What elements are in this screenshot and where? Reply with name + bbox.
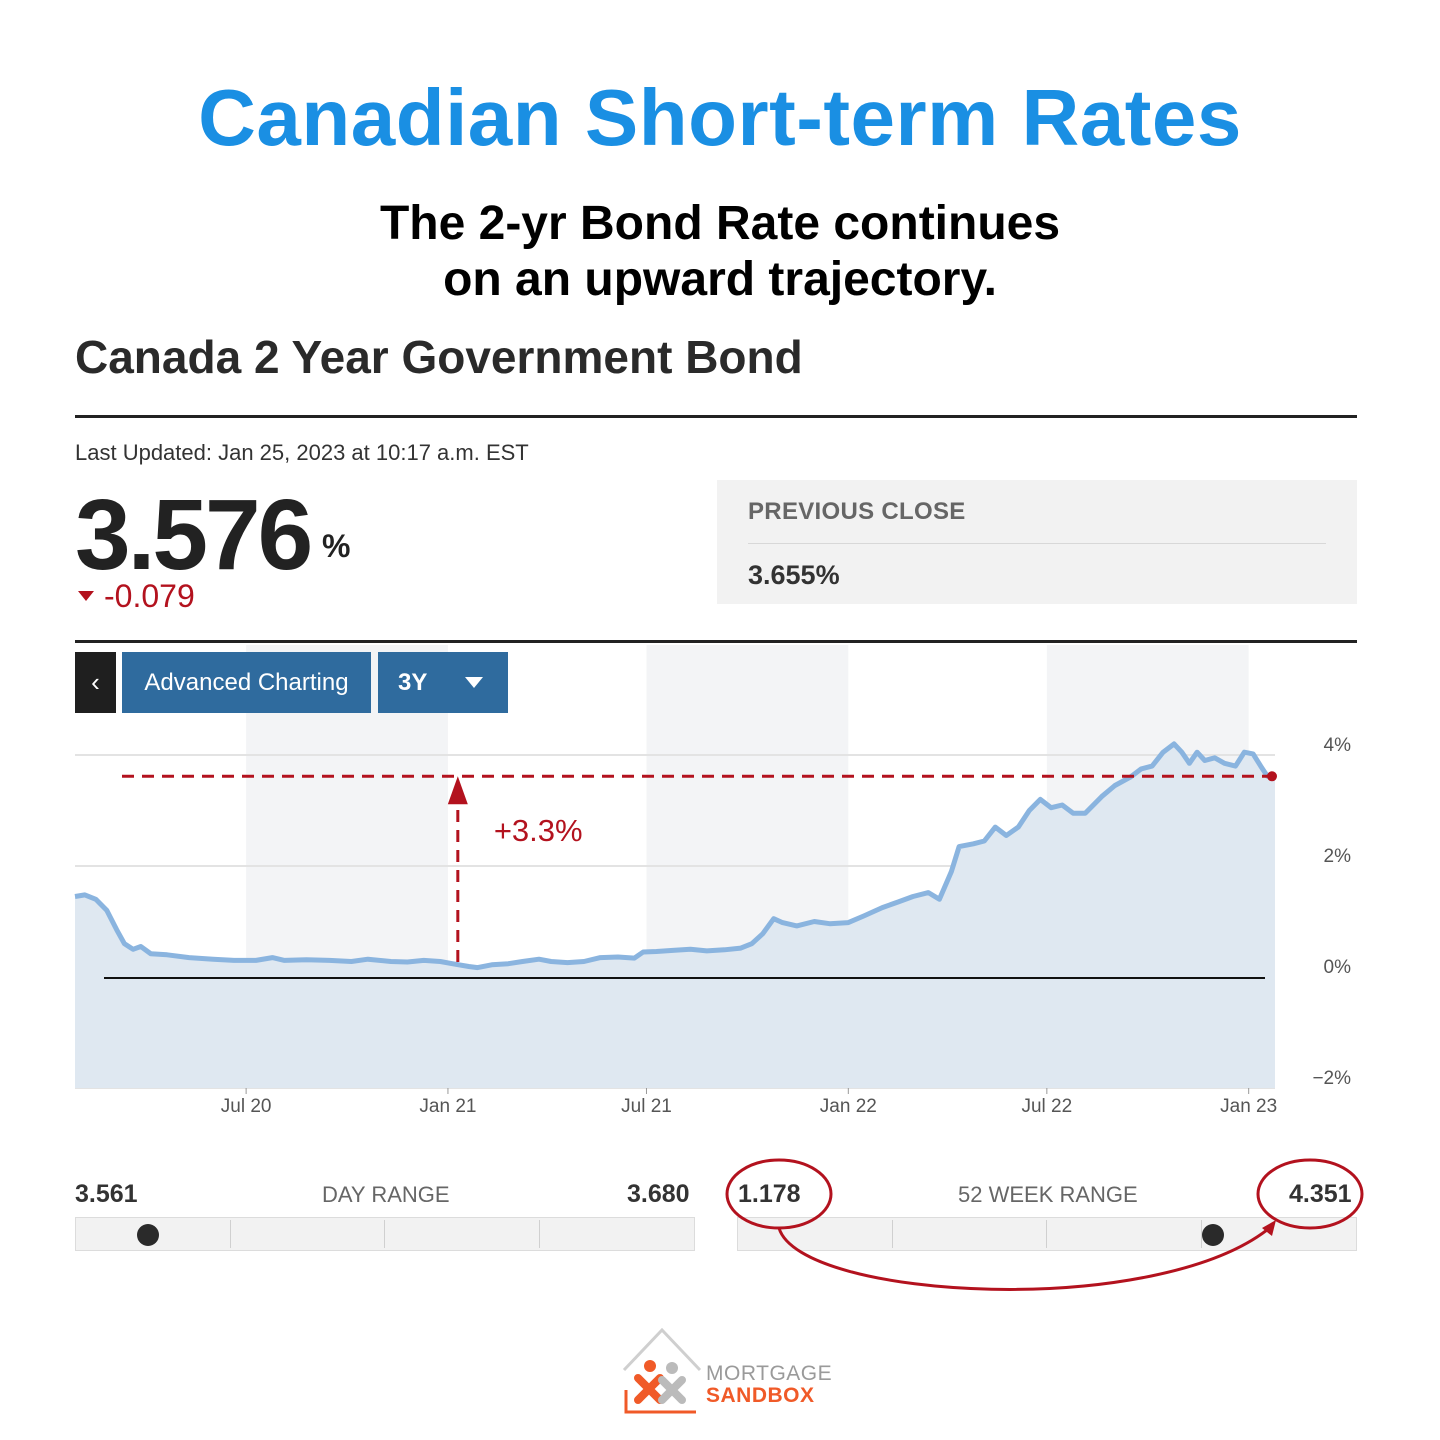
subheadline-line-1: The 2-yr Bond Rate continues <box>379 197 1061 250</box>
caret-down-icon <box>465 677 484 688</box>
previous-close-panel <box>717 480 1357 604</box>
previous-close-divider <box>748 543 1326 544</box>
arrow-up-icon <box>447 776 468 805</box>
week52-range-divider <box>1046 1220 1047 1248</box>
bond-title: Canada 2 Year Government Bond <box>75 331 803 383</box>
day-range-track <box>75 1217 695 1251</box>
week52-range-divider <box>892 1220 893 1248</box>
day-range-divider <box>230 1220 231 1248</box>
time-range-value: 3Y <box>398 668 428 696</box>
current-level-dot <box>1267 771 1277 782</box>
current-rate-unit: % <box>322 528 351 564</box>
logo-text-mortgage: MORTGAGE <box>706 1362 833 1385</box>
down-triangle-icon <box>78 590 94 601</box>
x-axis-ticks: Jul 20 Jan 21 Jul 21 Jan 22 Jul 22 Jan 23 <box>221 1088 1277 1117</box>
page-subheadline: The 2-yr Bond Rate continues on an upwar… <box>0 196 1440 308</box>
y-tick-label: 0% <box>1324 957 1352 978</box>
chevron-left-icon: ‹ <box>91 667 100 697</box>
rate-change-value: -0.079 <box>104 578 195 614</box>
title-divider <box>75 415 1357 418</box>
back-button[interactable]: ‹ <box>75 652 116 713</box>
week52-range-divider <box>1201 1220 1202 1248</box>
last-updated: Last Updated: Jan 25, 2023 at 10:17 a.m.… <box>75 440 529 465</box>
bond-rate-chart: 4% 2% 0% −2% Jul 20 Jan 21 Jul 21 Jan 22 Jul 22… <box>74 645 1351 1117</box>
chart-divider <box>75 640 1357 643</box>
x-tick-label: Jan 21 <box>419 1096 476 1117</box>
day-range-high: 3.680 <box>627 1180 690 1208</box>
time-range-dropdown[interactable]: 3Y <box>378 652 508 713</box>
week52-range-marker <box>1202 1224 1224 1246</box>
high-value-circle <box>1256 1158 1364 1230</box>
y-axis-ticks: 4% 2% 0% −2% <box>1312 735 1351 1089</box>
day-range-marker <box>136 1224 159 1246</box>
y-tick-label: 2% <box>1324 846 1352 867</box>
x-tick-label: Jan 22 <box>820 1096 877 1117</box>
x-tick-label: Jul 21 <box>621 1096 672 1117</box>
day-range-label: DAY RANGE <box>322 1182 450 1207</box>
x-tick-label: Jul 22 <box>1021 1096 1072 1117</box>
day-range-divider <box>539 1220 540 1248</box>
increase-annotation: +3.3% <box>494 813 583 848</box>
day-range-low: 3.561 <box>75 1180 138 1208</box>
arrow-head-icon <box>1262 1220 1276 1236</box>
low-value-circle <box>725 1158 833 1230</box>
rate-line <box>74 741 1276 971</box>
y-tick-label: −2% <box>1312 1068 1351 1089</box>
previous-close-value: 3.655% <box>748 560 840 590</box>
day-range-divider <box>384 1220 385 1248</box>
week52-range-high: 4.351 <box>1289 1180 1352 1208</box>
x-tick-label: Jan 23 <box>1220 1096 1277 1117</box>
rate-area-fill <box>75 743 1275 1088</box>
range-annotation <box>725 1158 1364 1291</box>
page-headline: Canadian Short-term Rates <box>198 73 1242 162</box>
week52-range-low: 1.178 <box>738 1180 801 1208</box>
x-tick-label: Jul 20 <box>221 1096 272 1117</box>
curved-arrow <box>777 1224 1273 1291</box>
subheadline-line-2: on an upward trajectory. <box>443 253 997 306</box>
current-rate: 3.576 <box>75 479 313 591</box>
y-tick-label: 4% <box>1324 735 1352 756</box>
advanced-charting-button[interactable]: Advanced Charting <box>122 652 371 713</box>
logo-text-sandbox: SANDBOX <box>706 1384 815 1407</box>
mortgage-sandbox-logo <box>622 1328 702 1414</box>
previous-close-label: PREVIOUS CLOSE <box>748 498 966 525</box>
rate-change: -0.079 <box>78 578 195 615</box>
week52-range-track <box>737 1217 1357 1251</box>
week52-range-label: 52 WEEK RANGE <box>958 1182 1138 1207</box>
